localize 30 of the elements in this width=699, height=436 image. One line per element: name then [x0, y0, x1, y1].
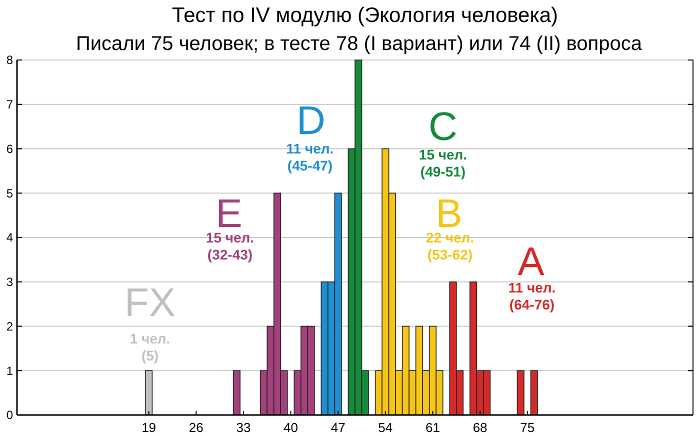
- chart-title: Тест по IV модулю (Экология человека): [172, 4, 558, 27]
- annotation: FX: [124, 281, 176, 325]
- y-tick-label: 3: [6, 275, 14, 290]
- y-tick-label: 8: [6, 53, 14, 68]
- x-tick-label: 19: [142, 420, 156, 435]
- y-tick-label: 0: [6, 408, 14, 422]
- annotation: 1 чел. (5): [130, 330, 170, 364]
- annotation: D: [296, 99, 326, 143]
- annotation: 15 чел. (49-51): [418, 146, 468, 180]
- x-tick-label: 47: [330, 420, 346, 435]
- x-tick-label: 33: [236, 420, 251, 435]
- annotation: 11 чел. (45-47): [286, 140, 334, 174]
- y-tick-label: 7: [6, 98, 14, 112]
- x-tick-label: 40: [284, 420, 298, 435]
- x-tick-label: 54: [378, 420, 393, 435]
- y-tick-label: 1: [6, 364, 14, 378]
- annotation: C: [428, 105, 458, 149]
- y-tick-label: 5: [6, 186, 14, 200]
- y-tick-label: 2: [6, 319, 14, 334]
- x-tick-label: 75: [520, 420, 535, 435]
- x-tick-label: 61: [426, 420, 440, 435]
- x-tick-label: 26: [188, 420, 204, 435]
- bar: [530, 370, 538, 416]
- chart-subtitle: Писали 75 человек; в тесте 78 (I вариант) или 74 (II) вопроса: [76, 33, 643, 55]
- y-tick-label: 4: [6, 230, 14, 245]
- y-tick-label: 6: [6, 142, 14, 156]
- annotation: 22 чел. (53-62): [426, 229, 474, 262]
- bar: [232, 370, 240, 416]
- bar: [516, 370, 524, 416]
- x-tick-label: 68: [472, 420, 488, 435]
